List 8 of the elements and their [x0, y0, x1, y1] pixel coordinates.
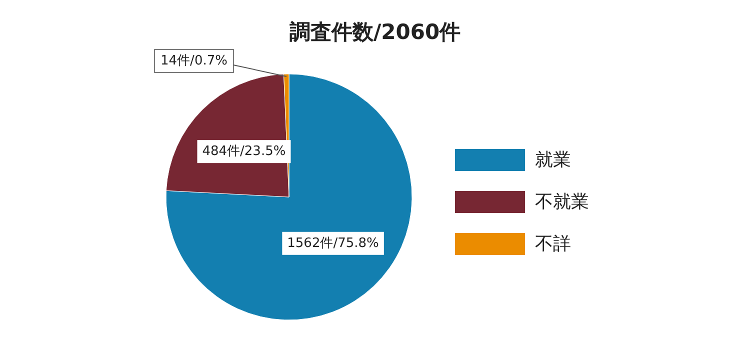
chart-title: 調査件数/2060件 [289, 20, 461, 44]
data-label: 484件/23.5% [202, 144, 286, 160]
legend-label: 不就業 [535, 192, 589, 212]
data-label: 1562件/75.8% [287, 236, 379, 251]
legend-label: 就業 [535, 150, 571, 170]
legend-label: 不詳 [535, 234, 571, 254]
data-label: 14件/0.7% [160, 54, 228, 68]
pie-slice [166, 74, 412, 320]
